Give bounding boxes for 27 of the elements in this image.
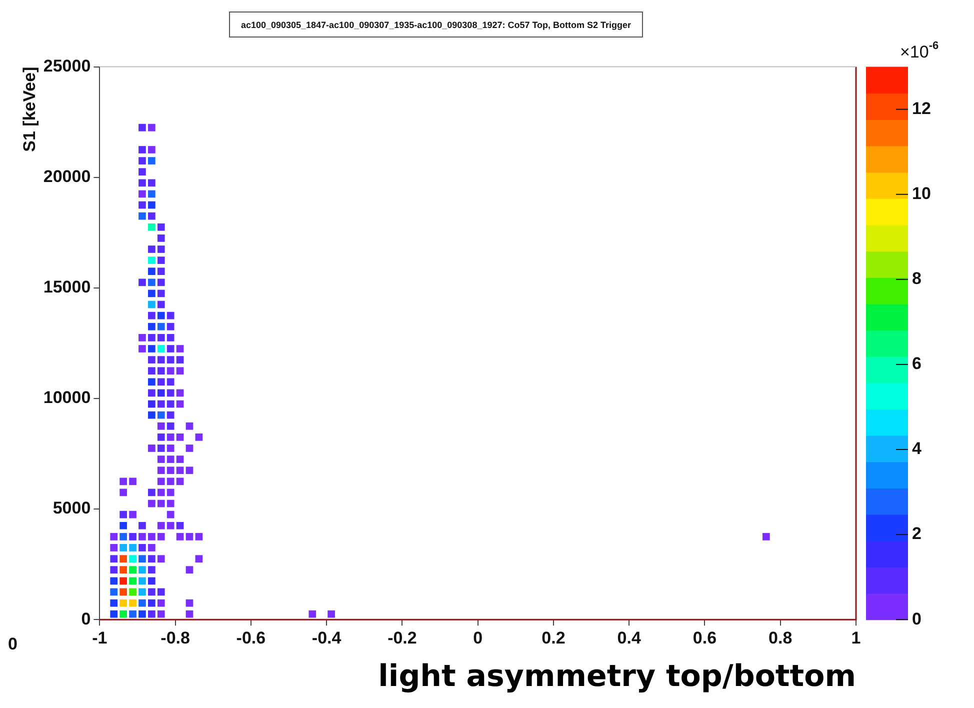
x-tick-label: -0.4 bbox=[312, 628, 342, 648]
y-tick-label: 5000 bbox=[52, 498, 91, 518]
y-tick-label: 20000 bbox=[43, 167, 91, 186]
x-tick-label: -0.8 bbox=[160, 628, 190, 648]
y-tick-label: 10000 bbox=[43, 388, 91, 408]
x-tick-label: 0.4 bbox=[617, 628, 642, 648]
color-bar-label: 6 bbox=[912, 354, 922, 374]
y-tick-label: 25000 bbox=[43, 56, 91, 76]
color-bar-label: 8 bbox=[912, 269, 922, 288]
x-tick-label: 0 bbox=[473, 628, 483, 648]
y-tick-label: 15000 bbox=[43, 278, 91, 297]
chart-title: ac100_090305_1847-ac100_090307_1935-ac100_090308_1927: Co57 Top, Bottom S2 Trigger bbox=[240, 20, 632, 30]
color-bar-label: 0 bbox=[912, 609, 922, 628]
x-tick-label: 0.2 bbox=[542, 628, 566, 648]
color-bar-label: 12 bbox=[912, 99, 931, 118]
x-tick-label: 0.8 bbox=[768, 628, 792, 648]
x-axis-title: light asymmetry top/bottom bbox=[378, 658, 856, 694]
color-bar-label: 4 bbox=[912, 439, 922, 458]
x-tick-label: -0.2 bbox=[388, 628, 417, 648]
y-tick-label: 0 bbox=[81, 609, 91, 628]
color-bar-label: 2 bbox=[912, 524, 922, 544]
x-tick-label: -1 bbox=[92, 628, 108, 648]
color-bar-label: 10 bbox=[912, 184, 931, 204]
x-tick-label: 0.6 bbox=[692, 628, 717, 648]
y-axis-title: S1 [keVee] bbox=[20, 66, 39, 152]
x-tick-label: 1 bbox=[851, 628, 861, 648]
x-tick-label: -0.6 bbox=[236, 628, 266, 648]
